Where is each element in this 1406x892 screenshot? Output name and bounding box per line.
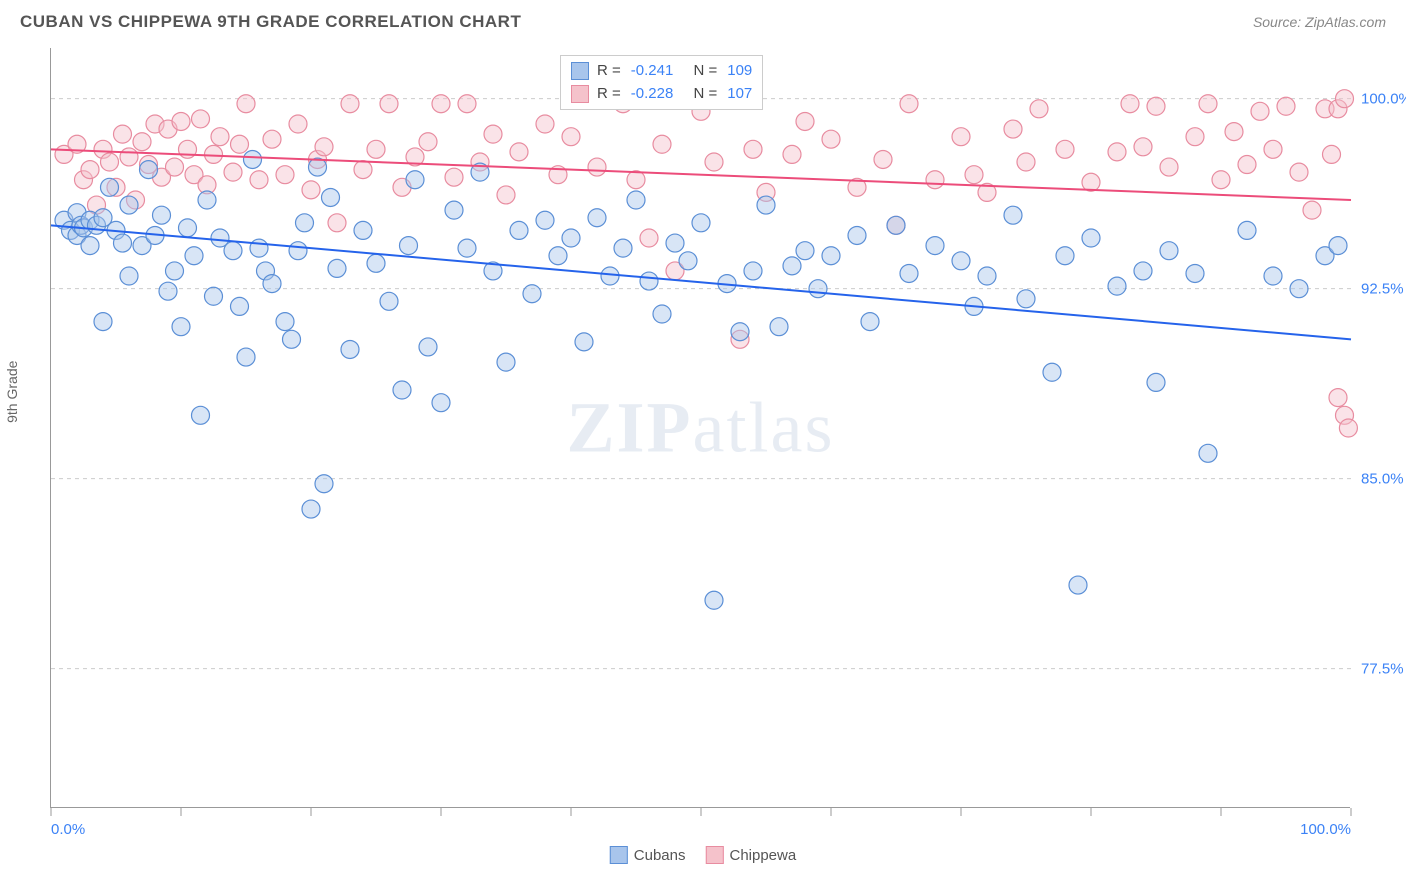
svg-text:77.5%: 77.5% (1361, 661, 1404, 678)
correlation-legend: R = -0.241 N = 109 R = -0.228 N = 107 (560, 55, 763, 110)
svg-text:100.0%: 100.0% (1300, 821, 1351, 838)
chart-title: CUBAN VS CHIPPEWA 9TH GRADE CORRELATION … (20, 12, 521, 32)
legend-swatch-cubans (571, 62, 589, 80)
chart-source: Source: ZipAtlas.com (1253, 14, 1386, 30)
legend-row-chippewa: R = -0.228 N = 107 (571, 83, 752, 106)
series-legend: Cubans Chippewa (610, 846, 796, 864)
chart-header: CUBAN VS CHIPPEWA 9TH GRADE CORRELATION … (0, 0, 1406, 40)
legend-item-cubans: Cubans (610, 846, 686, 864)
legend-swatch-chippewa (571, 85, 589, 103)
legend-swatch-chippewa (705, 846, 723, 864)
legend-item-chippewa: Chippewa (705, 846, 796, 864)
svg-text:0.0%: 0.0% (51, 821, 85, 838)
svg-text:92.5%: 92.5% (1361, 281, 1404, 298)
chart-area: 77.5%85.0%92.5%100.0%0.0%100.0% ZIPatlas (50, 48, 1350, 808)
svg-text:85.0%: 85.0% (1361, 471, 1404, 488)
legend-swatch-cubans (610, 846, 628, 864)
chart-svg: 77.5%85.0%92.5%100.0%0.0%100.0% (51, 48, 1350, 807)
legend-row-cubans: R = -0.241 N = 109 (571, 60, 752, 83)
svg-text:100.0%: 100.0% (1361, 91, 1406, 108)
y-axis-label: 9th Grade (4, 361, 20, 423)
